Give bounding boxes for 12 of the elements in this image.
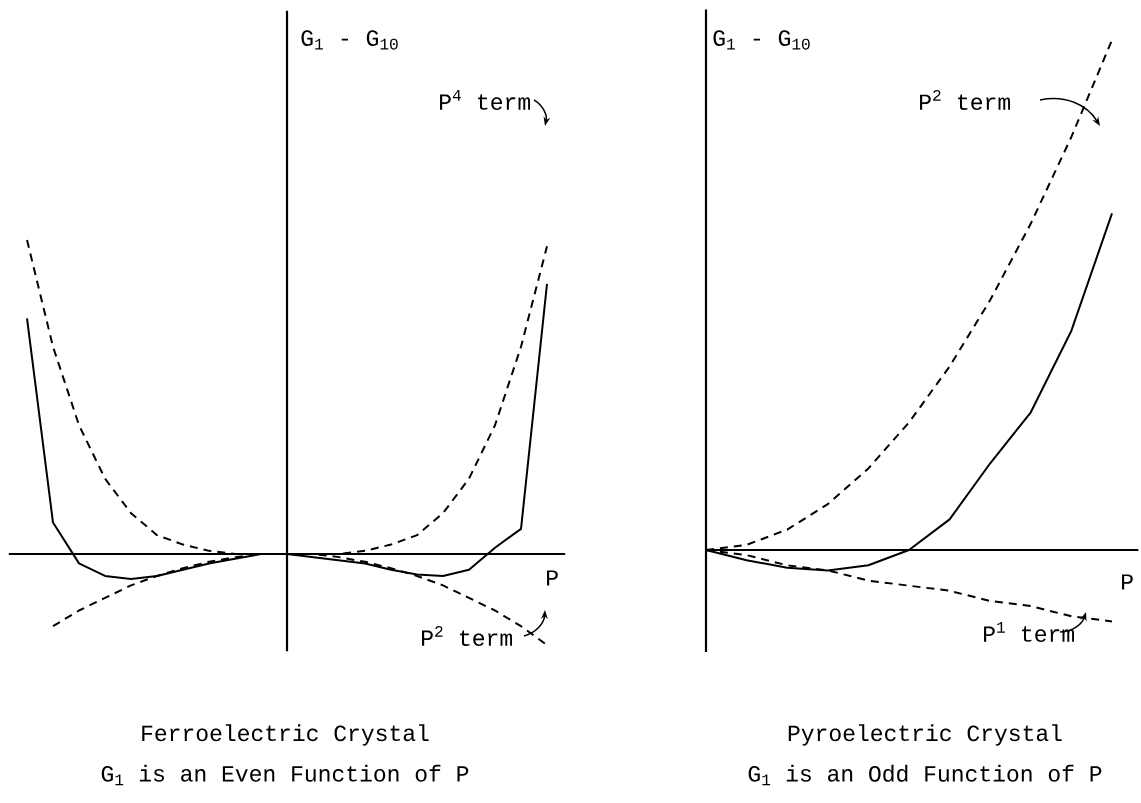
y-axis-title: G$_{1}$ - G$_{10}$ xyxy=(713,30,810,50)
annotation: P$^{2}$ term xyxy=(422,625,512,646)
y-axis-title: G$_{1}$ - G$_{10}$ xyxy=(301,30,398,50)
text: P$^{4}$ term xyxy=(440,90,530,110)
text: Pyroelectric Crystal xyxy=(788,724,1062,746)
text: Ferroelectric Crystal xyxy=(142,724,429,746)
text: G$_{1}$ is an Even Function of P xyxy=(101,764,469,786)
x-axis-title: P xyxy=(1122,574,1133,590)
annotation: P$^{2}$ term xyxy=(920,89,1010,110)
text: G$_{1}$ is an Odd Function of P xyxy=(748,764,1102,786)
x-axis-title: P xyxy=(547,570,558,586)
text: P$^{1}$ term xyxy=(984,622,1074,642)
